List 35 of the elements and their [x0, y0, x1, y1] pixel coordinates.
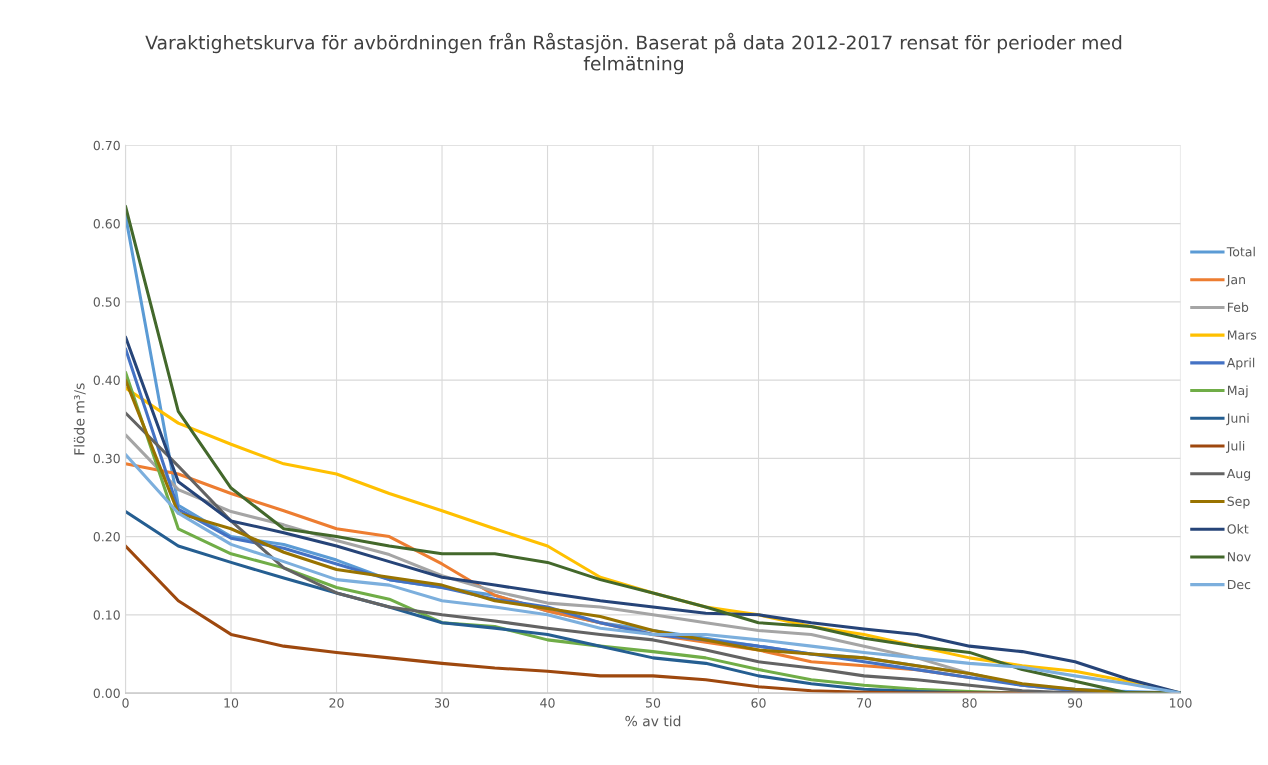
- legend-label: Sep: [1227, 496, 1250, 509]
- legend-label: Maj: [1227, 385, 1248, 398]
- legend-label: Okt: [1227, 524, 1249, 534]
- y-tick-label: 0.40: [93, 375, 120, 386]
- x-tick-label: 10: [224, 698, 239, 708]
- y-tick-label: 0.10: [93, 610, 120, 620]
- legend-label: Feb: [1227, 302, 1249, 312]
- y-tick-label: 0.30: [93, 453, 120, 464]
- x-tick-label: 50: [646, 698, 661, 708]
- y-tick-label: 0.20: [93, 532, 120, 542]
- legend-label: Juni: [1226, 413, 1249, 426]
- legend-label: April: [1226, 357, 1255, 370]
- y-axis-title: Flöde m³/s: [73, 383, 86, 455]
- x-tick-label: 20: [329, 698, 344, 708]
- y-tick-label: 0.70: [93, 140, 120, 151]
- x-tick-label: 60: [751, 698, 766, 708]
- legend-label: Aug: [1226, 469, 1251, 481]
- x-tick-label: 100: [1169, 698, 1192, 708]
- x-axis-title: % av tid: [625, 715, 681, 727]
- legend-label: Nov: [1227, 552, 1251, 562]
- legend-label: Dec: [1227, 579, 1251, 590]
- y-tick-label: 0.60: [93, 219, 120, 229]
- legend-label: Jan: [1226, 274, 1245, 287]
- x-tick-label: 30: [435, 698, 450, 708]
- chart-title: Varaktighetskurva för avbördningen från Råstasjön. Baserat på data 2012-2017 rensat för perioder med felmätning: [145, 32, 1122, 75]
- legend-label: Total: [1226, 246, 1255, 257]
- x-tick-label: 0: [122, 698, 129, 708]
- y-tick-label: 0.50: [93, 297, 120, 307]
- x-tick-label: 40: [540, 698, 555, 708]
- x-tick-label: 90: [1067, 698, 1083, 708]
- legend-label: Juli: [1226, 440, 1245, 453]
- x-tick-label: 70: [857, 698, 872, 708]
- legend-label: Mars: [1227, 330, 1257, 340]
- y-tick-label: 0.00: [93, 688, 120, 699]
- x-tick-label: 80: [962, 698, 977, 708]
